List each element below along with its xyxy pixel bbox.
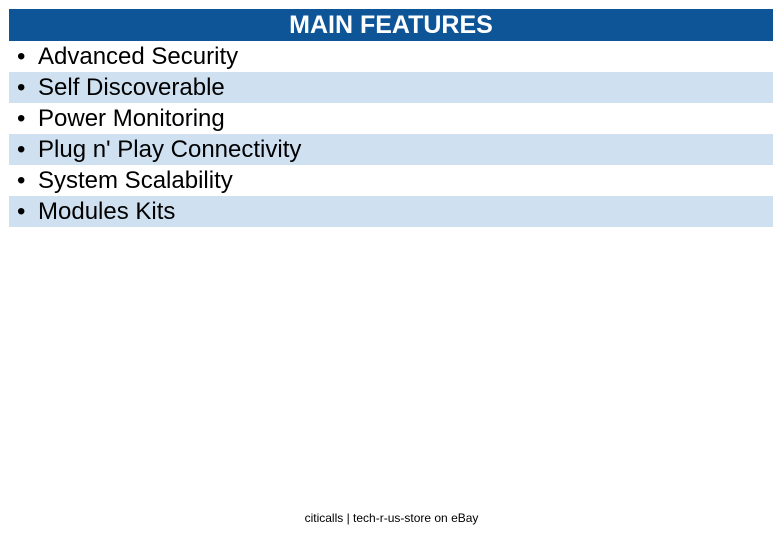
feature-item: • Advanced Security (9, 41, 773, 72)
feature-text: Plug n' Play Connectivity (38, 136, 302, 163)
bullet: • (17, 136, 26, 163)
feature-item: • Self Discoverable (9, 72, 773, 103)
feature-item: • System Scalability (9, 165, 773, 196)
bullet: • (17, 105, 26, 132)
feature-text: System Scalability (38, 167, 233, 194)
bullet: • (17, 43, 26, 70)
feature-item: • Plug n' Play Connectivity (9, 134, 773, 165)
feature-item: • Power Monitoring (9, 103, 773, 134)
bullet: • (17, 198, 26, 225)
bullet: • (17, 74, 26, 101)
feature-text: Advanced Security (38, 43, 239, 70)
bullet: • (17, 167, 26, 194)
feature-list: • Advanced Security • Self Discoverable • Pow… (9, 41, 773, 227)
footer: citicalls | tech-r-us-store on eBay (304, 511, 479, 525)
feature-text: Power Monitoring (38, 105, 225, 132)
feature-text: Self Discoverable (38, 74, 225, 101)
feature-text: Modules Kits (38, 198, 176, 225)
feature-item: • Modules Kits (9, 196, 773, 227)
title-bar: MAIN FEATURES (9, 9, 773, 41)
